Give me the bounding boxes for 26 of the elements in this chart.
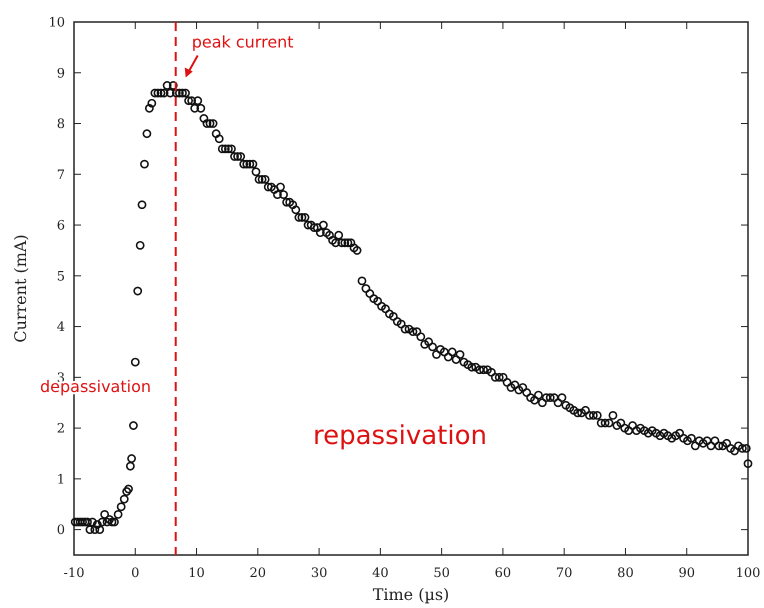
- y-tick-label: 0: [56, 523, 65, 538]
- annotation: repassivation: [313, 421, 487, 451]
- x-tick-label: 60: [494, 566, 512, 581]
- x-tick-label: 50: [433, 566, 450, 581]
- y-tick-label: 4: [56, 320, 65, 336]
- y-tick-label: 9: [56, 66, 65, 82]
- y-tick-label: 1: [56, 472, 65, 488]
- y-tick-label: 8: [56, 117, 65, 132]
- x-tick-label: 100: [736, 566, 760, 581]
- x-tick-label: 0: [131, 566, 140, 581]
- x-tick-label: 70: [556, 566, 572, 581]
- x-tick-label: 30: [310, 566, 328, 581]
- x-tick-label: 10: [188, 566, 205, 581]
- x-tick-label: 40: [372, 566, 389, 581]
- y-tick-label: 10: [48, 16, 65, 30]
- x-tick-label: 20: [250, 566, 266, 581]
- y-tick-label: 2: [56, 422, 65, 437]
- annotation: peak current: [192, 32, 294, 52]
- x-tick-label: 90: [678, 566, 695, 581]
- y-tick-label: 6: [56, 218, 65, 234]
- x-axis-title: Time (µs): [372, 585, 450, 604]
- y-axis-title: Current (mA): [11, 234, 30, 343]
- y-tick-label: 7: [56, 168, 65, 183]
- y-tick-label: 5: [56, 269, 65, 284]
- x-tick-label: 80: [617, 566, 634, 581]
- x-tick-label: -10: [64, 566, 84, 581]
